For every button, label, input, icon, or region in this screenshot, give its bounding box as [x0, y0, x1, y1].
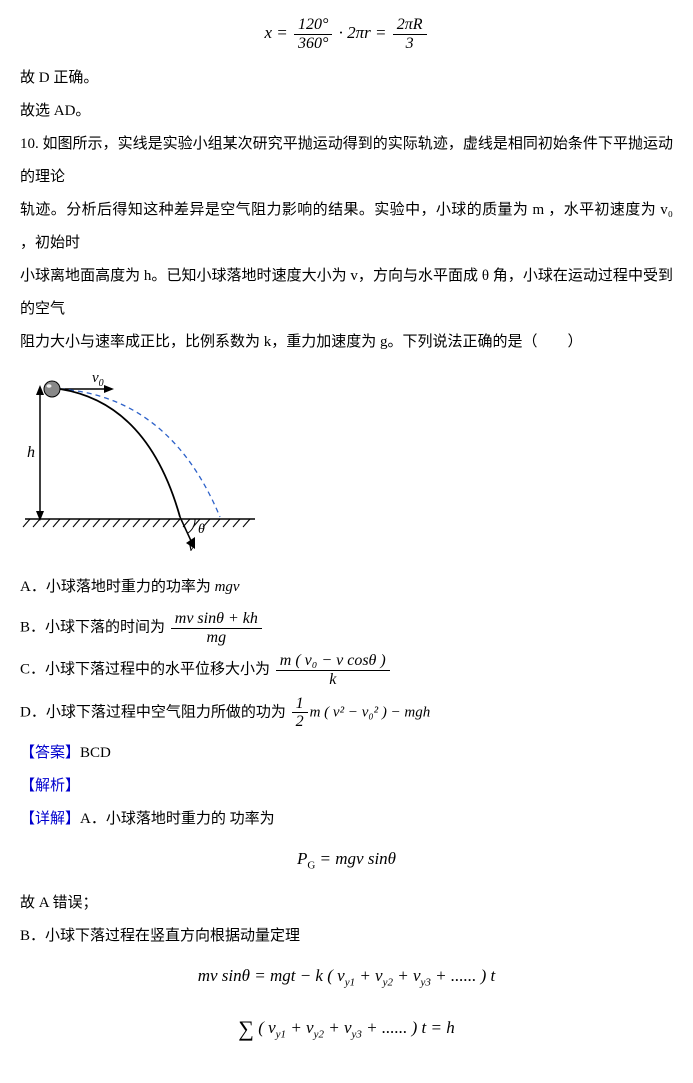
trajectory-diagram: h v0 v θ — [20, 367, 673, 565]
frac-num: 2πR — [393, 16, 427, 35]
option-d-expr: m ( v² − v₀² ) − mgh — [310, 704, 431, 720]
question-text: 阻力大小与速率成正比，比例系数为 k，重力加速度为 g。下列说法正确的是（ ） — [20, 326, 673, 359]
ball-icon — [44, 381, 60, 397]
eq-lhs: P — [297, 849, 307, 868]
v0-label: v0 — [92, 370, 104, 389]
option-c: C．小球下落过程中的水平位移大小为 m ( v₀ − v cosθ )k — [20, 652, 673, 688]
eq-mid: · 2πr = — [339, 23, 391, 42]
theta-label: θ — [198, 522, 205, 537]
eq-rhs: = mgv sinθ — [315, 849, 396, 868]
detail-a-line: 【详解】A．小球落地时重力的 功率为 — [20, 803, 673, 836]
option-c-text: C．小球下落过程中的水平位移大小为 — [20, 662, 274, 678]
answer-line: 【答案】BCD — [20, 737, 673, 770]
question-text: 轨迹。分析后得知这种差异是空气阻力影响的结果。实验中，小球的质量为 m ，水平初… — [20, 194, 673, 260]
option-b: B．小球下落的时间为 mv sinθ + khmg — [20, 610, 673, 646]
detail-a-text: A．小球落地时重力的 功率为 — [80, 811, 275, 827]
v-label: v — [188, 538, 196, 552]
equation-x: x = 120°360° · 2πr = 2πR3 — [20, 14, 673, 52]
option-d-text: D．小球下落过程中空气阻力所做的功为 — [20, 704, 290, 720]
question-text: 小球离地面高度为 h。已知小球落地时速度大小为 v，方向与水平面成 θ 角，小球… — [20, 260, 673, 326]
equation-pg: PG = mgv sinθ — [20, 840, 673, 878]
h-label: h — [27, 444, 35, 461]
text-line: 故 D 正确。 — [20, 62, 673, 95]
frac-num: m ( v₀ − v cosθ ) — [276, 652, 390, 671]
frac-num: 120° — [294, 16, 332, 35]
frac-den: 3 — [393, 35, 427, 53]
frac-num: 1 — [292, 695, 308, 714]
analysis-label: 【解析】 — [20, 770, 673, 803]
frac-den: mg — [171, 629, 262, 647]
option-d: D．小球下落过程中空气阻力所做的功为 12m ( v² − v₀² ) − mg… — [20, 695, 673, 731]
answer-value: BCD — [80, 745, 111, 761]
frac-den: 2 — [292, 713, 308, 731]
answer-label: 【答案】 — [20, 745, 80, 761]
frac-num: mv sinθ + kh — [171, 610, 262, 629]
option-a-expr: mgv — [215, 579, 240, 595]
option-a: A．小球落地时重力的功率为 mgv — [20, 571, 673, 604]
question-text: 10. 如图所示，实线是实验小组某次研究平抛运动得到的实际轨迹，虚线是相同初始条… — [20, 128, 673, 194]
frac-den: 360° — [294, 35, 332, 53]
text-line: 故选 AD。 — [20, 95, 673, 128]
detail-label: 【详解】 — [20, 811, 80, 827]
frac-den: k — [276, 671, 390, 689]
solid-trajectory — [60, 389, 180, 517]
text-line: 故 A 错误； — [20, 887, 673, 920]
equation-b1: mv sinθ = mgt − k ( vy1 + vy2 + vy3 + ..… — [20, 957, 673, 995]
equation-b2: ∑ ( vy1 + vy2 + vy3 + ...... ) t = h — [20, 1005, 673, 1053]
dashed-trajectory — [60, 389, 220, 517]
option-a-text: A．小球落地时重力的功率为 — [20, 579, 215, 595]
detail-b-line: B．小球下落过程在竖直方向根据动量定理 — [20, 920, 673, 953]
option-b-text: B．小球下落的时间为 — [20, 620, 169, 636]
